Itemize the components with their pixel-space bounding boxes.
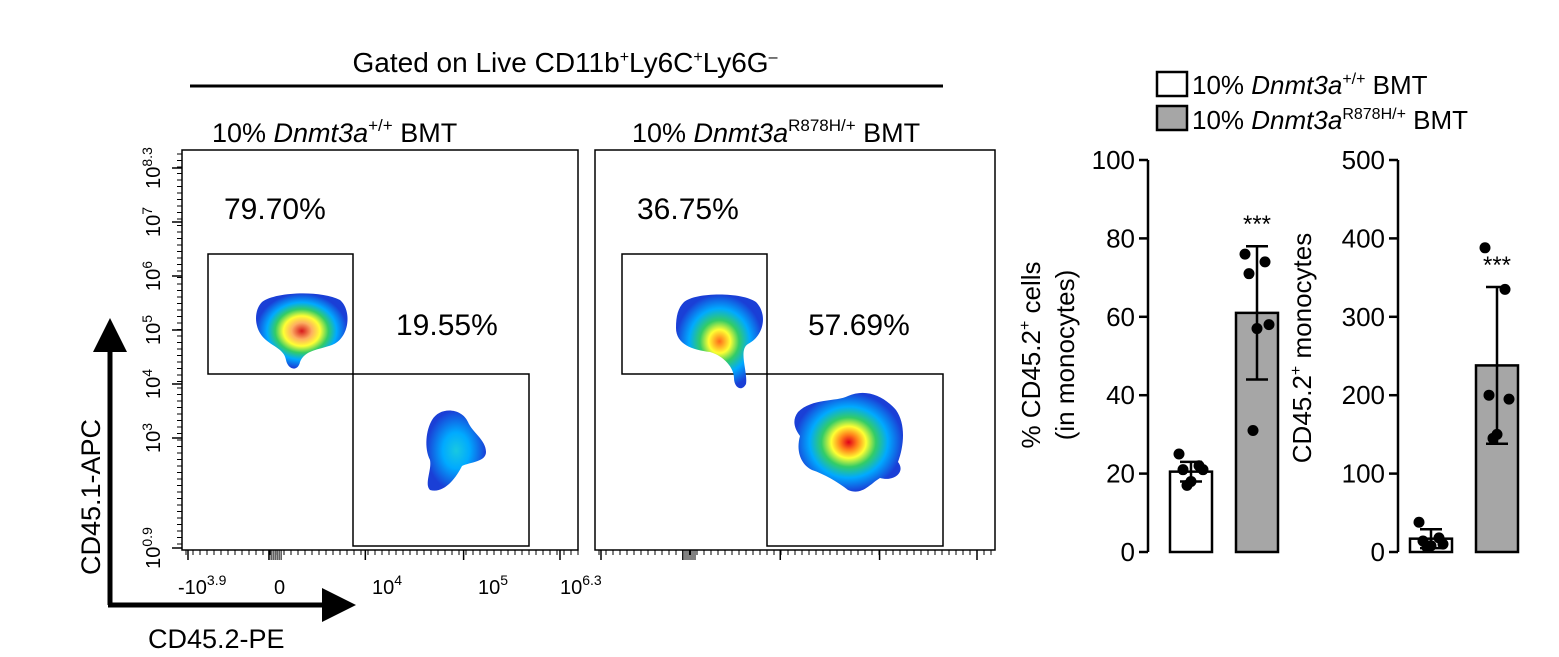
gate-upper-pct-wt: 79.70% [224,193,326,226]
data-point [1437,538,1449,550]
data-point [1487,432,1499,444]
x-axis-arrow-head [322,588,356,622]
data-point [1503,393,1515,405]
population-lower-wt [426,410,486,491]
legend-swatch-wt [1155,70,1189,98]
data-point [1173,448,1185,460]
flow-panel-title-mut: 10% Dnmt3aR878H/+ BMT [632,116,920,148]
flow-panel-frame-wt [181,149,579,551]
y-tick-label: 500 [1342,145,1385,175]
y-tick-label: 104 [139,369,165,399]
data-point [1259,256,1271,268]
y-tick-label: 107 [139,207,165,237]
y-tick-label: 108.3 [139,147,165,189]
data-point [1483,389,1495,401]
legend-label-mut: 10% Dnmt3aR878H/+ BMT [1192,105,1468,135]
flow-x-axis-label: CD45.2-PE [148,624,285,654]
y-tick-label: 0 [1121,537,1135,567]
significance-label: *** [1483,252,1511,279]
y-tick-label: 300 [1342,302,1385,332]
data-point [1239,248,1251,260]
y-tick-label: 80 [1106,223,1135,253]
gate-lower-pct-wt: 19.55% [396,309,498,342]
population-lower-mut [794,392,903,492]
data-point [1263,319,1275,331]
data-point [1197,464,1209,476]
legend-label-wt: 10% Dnmt3a+/+ BMT [1192,70,1428,100]
data-point [1499,283,1511,295]
flow-y-axis-label: CD45.1-APC [76,419,106,575]
y-tick-label: 106 [139,261,165,291]
y-tick-label: 0 [1371,537,1385,567]
data-point [1181,479,1193,491]
flow-y-ticks [172,153,182,549]
y-tick-label: 103 [139,423,165,453]
flow-panel-title-wt: 10% Dnmt3a+/+ BMT [212,116,457,148]
gate-upper-mut [621,253,768,375]
data-point [1247,424,1259,436]
gate-upper-pct-mut: 36.75% [637,193,739,226]
y-tick-label: 100 [1342,459,1385,489]
gate-lower-pct-mut: 57.69% [808,309,910,342]
data-point [1413,516,1425,528]
population-upper-wt [256,293,348,369]
legend: 10% Dnmt3a+/+ BMT 10% Dnmt3aR878H/+ BMT [1155,70,1468,135]
chart1-ylabel: CD45.2+ monocytes [1287,233,1317,463]
data-point [1479,242,1491,254]
flow-y-tick-labels: 100.9 103 104 105 106 107 108.3 [139,147,165,569]
x-tick-label: -103.9 [178,572,227,599]
x-tick-label: 0 [274,577,285,599]
gate-lower-mut [766,373,944,547]
bar-chart-count: 0 100 200 300 400 500 *** [1342,145,1520,567]
y-axis-arrow-head [93,318,127,352]
y-tick-label: 60 [1106,302,1135,332]
data-point [1177,464,1189,476]
flow-x-ticks [185,550,992,560]
legend-swatch-mut [1155,104,1189,132]
gate-upper-wt [207,253,354,375]
data-point [1251,323,1263,335]
y-tick-label: 105 [139,315,165,345]
gate-lower-wt [352,373,530,547]
gate-title: Gated on Live CD11b+Ly6C+Ly6G– [352,47,777,78]
y-tick-label: 400 [1342,223,1385,253]
significance-label: *** [1243,211,1271,238]
population-upper-mut [676,294,763,389]
y-tick-label: 100 [1092,145,1135,175]
x-tick-label: 105 [478,572,508,599]
y-tick-label: 20 [1106,459,1135,489]
chart0-ylabel: % CD45.2+ cells [1016,261,1046,448]
bar-chart-percent: 0 20 40 60 80 100 *** [1092,145,1280,567]
data-point [1421,541,1433,553]
y-tick-label: 200 [1342,380,1385,410]
flow-x-tick-labels: -103.9 0 104 105 106.3 [178,572,602,599]
x-tick-label: 104 [372,572,402,599]
y-tick-label: 40 [1106,380,1135,410]
y-tick-label: 100.9 [139,527,165,569]
chart0-ylabel-line2: (in monocytes) [1050,270,1080,441]
data-point [1243,268,1255,280]
x-tick-label: 106.3 [560,572,602,599]
